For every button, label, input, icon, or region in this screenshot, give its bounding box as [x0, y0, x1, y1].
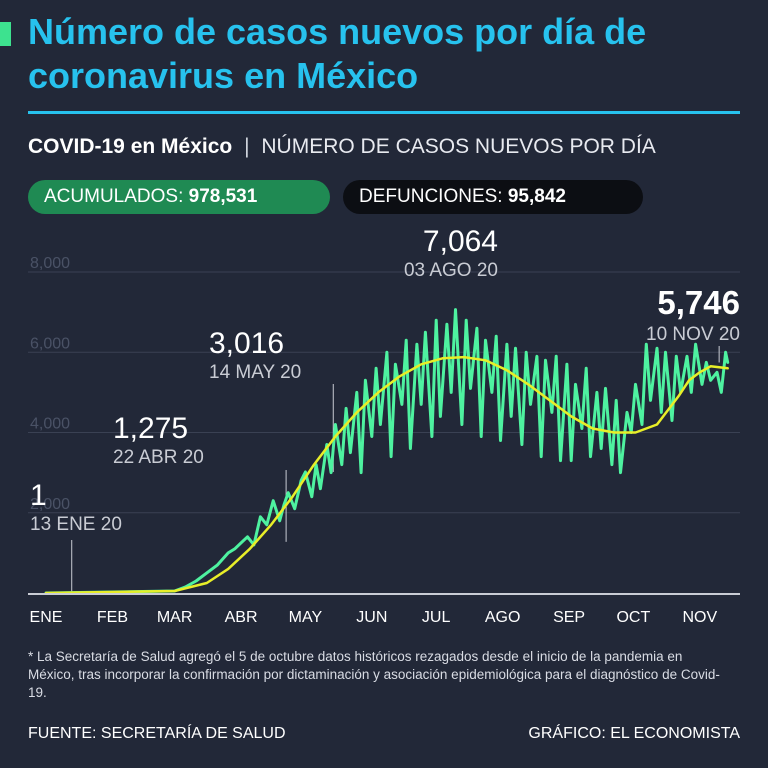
subtitle-description: NÚMERO DE CASOS NUEVOS POR DÍA — [261, 135, 656, 158]
x-tick-label: MAR — [157, 609, 193, 626]
y-tick-label: 2,000 — [30, 496, 70, 513]
x-tick-label: JUL — [422, 609, 451, 626]
annotation-value: 5,746 — [657, 284, 740, 321]
subtitle-separator: | — [244, 135, 250, 158]
annotation-date: 13 ENE 20 — [30, 514, 122, 535]
deaths-label: DEFUNCIONES: — [359, 186, 508, 207]
annotation-value: 7,064 — [423, 225, 498, 258]
x-tick-label: JUN — [356, 609, 387, 626]
y-tick-label: 6,000 — [30, 335, 70, 352]
deaths-value: 95,842 — [507, 186, 566, 207]
x-tick-label: MAY — [289, 609, 323, 626]
title-accent-bar — [0, 22, 11, 46]
series-line-average — [44, 355, 729, 595]
subtitle-country: COVID-19 en México — [28, 135, 233, 158]
chart-subtitle: COVID-19 en México | NÚMERO DE CASOS NUE… — [28, 134, 656, 160]
series-layer — [44, 308, 730, 595]
annotation-value: 1,275 — [113, 412, 188, 445]
series-line-daily-cases — [44, 308, 730, 595]
annotation-date: 03 AGO 20 — [404, 260, 498, 281]
annotation-value: 1 — [30, 479, 47, 512]
x-tick-label: ABR — [225, 609, 258, 626]
source-credit: FUENTE: SECRETARÍA DE SALUD — [28, 725, 286, 742]
graphic-credit: GRÁFICO: EL ECONOMISTA — [528, 725, 740, 742]
title-divider — [28, 111, 740, 114]
x-tick-label: SEP — [553, 609, 585, 626]
accumulated-label: ACUMULADOS: — [44, 186, 189, 207]
annotation-date: 22 ABR 20 — [113, 447, 204, 468]
axis-layer: ENE FEB MAR ABR MAY JUN JUL AGO SEP OCT NOV — [28, 593, 740, 626]
x-tick-label: NOV — [683, 609, 718, 626]
annotation-value: 3,016 — [209, 327, 284, 360]
accumulated-badge: ACUMULADOS: 978,531 — [28, 180, 330, 214]
deaths-badge: DEFUNCIONES: 95,842 — [343, 180, 643, 214]
x-tick-label: FEB — [97, 609, 128, 626]
annotation-date: 14 MAY 20 — [209, 362, 301, 383]
y-tick-label: 4,000 — [30, 416, 70, 433]
annotation-date: 10 NOV 20 — [646, 324, 740, 345]
y-tick-label: 8,000 — [30, 255, 70, 272]
x-tick-label: OCT — [616, 609, 650, 626]
accumulated-value: 978,531 — [188, 186, 258, 207]
page-title: Número de casos nuevos por día de corona… — [28, 11, 647, 96]
x-tick-label: ENE — [30, 609, 63, 626]
x-tick-label: AGO — [485, 609, 521, 626]
footnote: * La Secretaría de Salud agregó el 5 de … — [28, 649, 720, 700]
